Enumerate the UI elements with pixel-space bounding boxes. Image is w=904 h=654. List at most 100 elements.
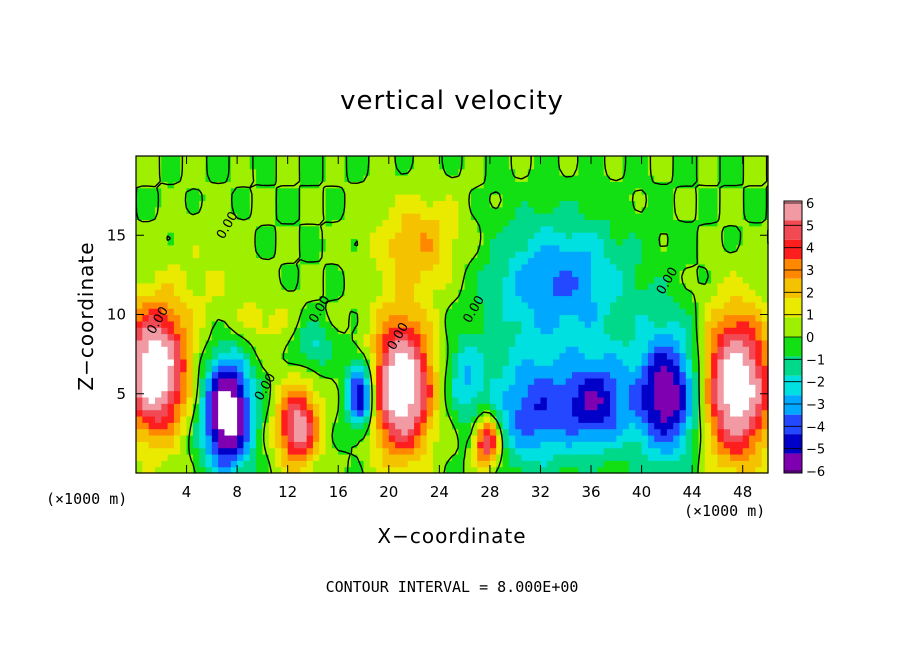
heatmap-cell — [344, 251, 352, 259]
heatmap-cell — [161, 396, 169, 404]
heatmap-cell — [420, 251, 428, 259]
heatmap-cell — [578, 441, 586, 449]
heatmap-cell — [591, 156, 598, 163]
heatmap-cell — [167, 213, 175, 220]
heatmap-cell — [211, 409, 219, 417]
heatmap-cell — [319, 358, 327, 366]
heatmap-cell — [192, 213, 200, 220]
heatmap-cell — [262, 453, 270, 461]
heatmap-cell — [312, 257, 320, 265]
heatmap-cell — [148, 409, 156, 417]
heatmap-cell — [603, 263, 611, 271]
heatmap-cell — [186, 333, 194, 341]
heatmap-cell — [230, 377, 238, 385]
heatmap-cell — [224, 447, 232, 455]
heatmap-cell — [426, 333, 434, 341]
heatmap-cell — [452, 270, 459, 278]
heatmap-cell — [666, 428, 674, 436]
heatmap-cell — [275, 428, 282, 436]
heatmap-cell — [647, 466, 655, 474]
heatmap-cell — [679, 327, 687, 335]
heatmap-cell — [256, 314, 263, 322]
heatmap-cell — [489, 251, 497, 259]
heatmap-cell — [338, 168, 346, 176]
heatmap-cell — [534, 346, 542, 354]
heatmap-cell — [477, 200, 485, 208]
heatmap-cell — [136, 289, 143, 297]
heatmap-cell — [749, 428, 756, 436]
heatmap-cell — [540, 358, 548, 366]
heatmap-cell — [730, 263, 737, 271]
heatmap-cell — [578, 358, 586, 366]
heatmap-cell — [685, 175, 693, 182]
heatmap-cell — [199, 301, 207, 309]
heatmap-cell — [180, 333, 188, 341]
heatmap-cell — [268, 466, 276, 474]
heatmap-cell — [559, 415, 567, 423]
heatmap-cell — [331, 289, 339, 297]
heatmap-cell — [483, 232, 491, 240]
heatmap-cell — [515, 434, 523, 442]
heatmap-cell — [439, 377, 447, 385]
heatmap-cell — [294, 403, 301, 411]
heatmap-cell — [559, 225, 567, 233]
heatmap-cell — [704, 175, 712, 182]
heatmap-cell — [382, 333, 390, 341]
heatmap-cell — [363, 339, 371, 347]
heatmap-cell — [173, 276, 181, 284]
heatmap-cell — [142, 403, 150, 411]
heatmap-cell — [445, 181, 453, 189]
heatmap-cell — [433, 466, 440, 474]
heatmap-cell — [420, 263, 428, 271]
heatmap-cell — [300, 409, 308, 417]
heatmap-cell — [572, 415, 579, 423]
heatmap-cell — [300, 225, 308, 233]
heatmap-cell — [426, 162, 434, 170]
heatmap-cell — [711, 270, 719, 278]
heatmap-cell — [723, 156, 731, 163]
heatmap-cell — [142, 295, 150, 303]
heatmap-cell — [565, 156, 573, 163]
heatmap-cell — [572, 181, 579, 189]
heatmap-cell — [540, 276, 548, 284]
heatmap-cell — [192, 168, 200, 176]
heatmap-cell — [180, 346, 188, 354]
heatmap-cell — [578, 447, 586, 455]
heatmap-cell — [369, 352, 377, 360]
heatmap-cell — [350, 244, 358, 252]
heatmap-cell — [755, 384, 763, 392]
heatmap-cell — [180, 447, 188, 455]
heatmap-cell — [205, 377, 213, 385]
heatmap-cell — [312, 453, 320, 461]
heatmap-cell — [211, 339, 219, 347]
heatmap-cell — [534, 422, 542, 430]
heatmap-cell — [401, 156, 409, 163]
heatmap-cell — [382, 428, 390, 436]
heatmap-cell — [584, 453, 592, 461]
heatmap-cell — [350, 225, 358, 233]
heatmap-cell — [180, 194, 188, 201]
heatmap-cell — [414, 460, 421, 468]
heatmap-cell — [148, 270, 156, 278]
heatmap-cell — [357, 301, 365, 309]
heatmap-cell — [136, 206, 143, 214]
heatmap-cell — [312, 352, 320, 360]
heatmap-cell — [306, 396, 314, 404]
heatmap-cell — [420, 453, 428, 461]
heatmap-cell — [749, 289, 756, 297]
heatmap-cell — [211, 168, 219, 176]
heatmap-cell — [477, 156, 485, 163]
heatmap-cell — [300, 162, 308, 170]
heatmap-cell — [508, 346, 516, 354]
heatmap-cell — [452, 213, 459, 220]
heatmap-cell — [458, 175, 466, 182]
heatmap-cell — [142, 263, 150, 271]
heatmap-cell — [363, 377, 371, 385]
heatmap-cell — [395, 434, 403, 442]
heatmap-cell — [420, 441, 428, 449]
heatmap-cell — [616, 327, 624, 335]
heatmap-cell — [300, 314, 308, 322]
heatmap-cell — [521, 251, 529, 259]
heatmap-cell — [673, 219, 681, 227]
heatmap-cell — [483, 377, 491, 385]
